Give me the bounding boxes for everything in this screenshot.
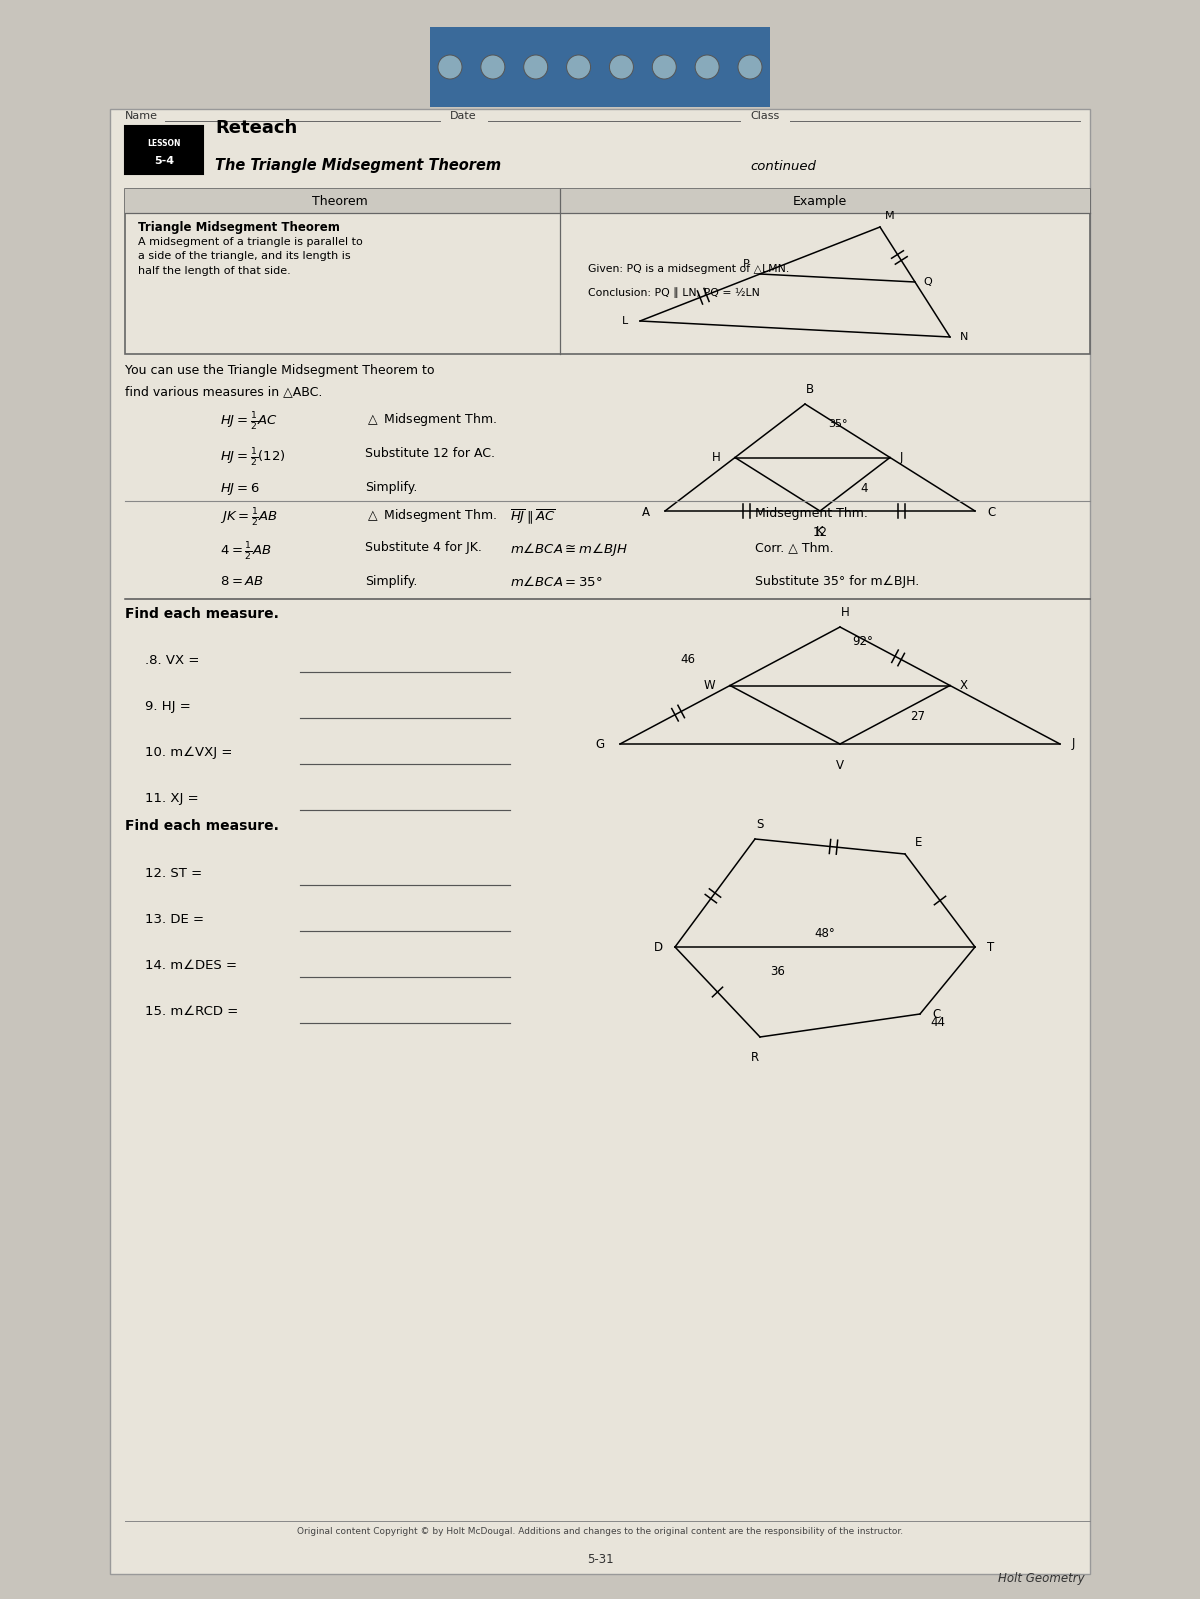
FancyBboxPatch shape [125, 189, 1090, 353]
Text: 5-4: 5-4 [154, 157, 174, 166]
Circle shape [523, 54, 547, 78]
Text: N: N [960, 333, 968, 342]
Text: 14. m∠DES =: 14. m∠DES = [145, 959, 238, 972]
Text: J: J [1072, 737, 1075, 750]
Circle shape [695, 54, 719, 78]
Text: $8 = AB$: $8 = AB$ [220, 576, 264, 588]
Text: 9. HJ =: 9. HJ = [145, 700, 191, 713]
Text: V: V [836, 760, 844, 772]
Text: K: K [816, 524, 824, 537]
Text: Substitute 4 for JK.: Substitute 4 for JK. [365, 540, 482, 553]
Circle shape [481, 54, 505, 78]
Text: W: W [703, 680, 715, 692]
Text: 36: 36 [770, 966, 785, 979]
Text: $4 = \frac{1}{2}AB$: $4 = \frac{1}{2}AB$ [220, 540, 271, 563]
Text: E: E [916, 836, 923, 849]
FancyBboxPatch shape [110, 109, 1090, 1573]
Text: $HJ = 6$: $HJ = 6$ [220, 481, 259, 497]
Text: Simplify.: Simplify. [365, 576, 418, 588]
Text: Conclusion: PQ ∥ LN, PQ = ½LN: Conclusion: PQ ∥ LN, PQ = ½LN [588, 286, 760, 297]
Text: Simplify.: Simplify. [365, 481, 418, 494]
Text: 48°: 48° [815, 927, 835, 940]
Text: Reteach: Reteach [215, 118, 298, 138]
Text: continued: continued [750, 160, 816, 173]
FancyBboxPatch shape [430, 27, 770, 107]
Text: Find each measure.: Find each measure. [125, 608, 278, 620]
Text: Date: Date [450, 110, 476, 122]
Text: Example: Example [793, 195, 847, 208]
Text: L: L [622, 317, 628, 326]
Text: 4: 4 [860, 483, 868, 496]
Text: J: J [900, 451, 904, 464]
Text: Original content Copyright © by Holt McDougal. Additions and changes to the orig: Original content Copyright © by Holt McD… [296, 1527, 904, 1537]
Text: 27: 27 [910, 710, 925, 723]
Text: The Triangle Midsegment Theorem: The Triangle Midsegment Theorem [215, 158, 502, 173]
Text: Theorem: Theorem [312, 195, 368, 208]
Text: H: H [713, 451, 721, 464]
Text: C: C [932, 1007, 941, 1020]
Text: find various measures in △ABC.: find various measures in △ABC. [125, 385, 323, 398]
Text: Holt Geometry: Holt Geometry [998, 1572, 1085, 1585]
Text: 11. XJ =: 11. XJ = [145, 792, 199, 804]
Text: C: C [986, 507, 995, 520]
Text: You can use the Triangle Midsegment Theorem to: You can use the Triangle Midsegment Theo… [125, 365, 434, 377]
Text: $\triangle$ Midsegment Thm.: $\triangle$ Midsegment Thm. [365, 507, 497, 524]
Text: 5-31: 5-31 [587, 1553, 613, 1565]
Circle shape [738, 54, 762, 78]
Text: H: H [841, 606, 850, 619]
Text: Substitute 35° for m∠BJH.: Substitute 35° for m∠BJH. [755, 576, 919, 588]
Text: S: S [756, 819, 763, 831]
Text: A: A [642, 507, 650, 520]
Text: Substitute 12 for AC.: Substitute 12 for AC. [365, 448, 496, 461]
Text: 12: 12 [812, 526, 828, 539]
Text: Corr. △ Thm.: Corr. △ Thm. [755, 540, 834, 553]
Text: 44: 44 [930, 1015, 946, 1028]
Text: X: X [960, 680, 968, 692]
Text: Triangle Midsegment Theorem: Triangle Midsegment Theorem [138, 221, 340, 233]
Text: Find each measure.: Find each measure. [125, 819, 278, 833]
Text: $HJ = \frac{1}{2}AC$: $HJ = \frac{1}{2}AC$ [220, 411, 278, 433]
Text: Midsegment Thm.: Midsegment Thm. [755, 507, 868, 520]
Text: $\triangle$ Midsegment Thm.: $\triangle$ Midsegment Thm. [365, 411, 497, 429]
Text: M: M [886, 211, 895, 221]
Text: 13. DE =: 13. DE = [145, 913, 204, 926]
Text: LESSON: LESSON [148, 139, 181, 147]
Text: $m\angle BCA \cong m\angle BJH$: $m\angle BCA \cong m\angle BJH$ [510, 540, 628, 558]
Text: $\overline{HJ} \parallel \overline{AC}$: $\overline{HJ} \parallel \overline{AC}$ [510, 507, 556, 526]
Text: R: R [751, 1051, 760, 1063]
FancyBboxPatch shape [125, 189, 1090, 213]
Text: A midsegment of a triangle is parallel to
a side of the triangle, and its length: A midsegment of a triangle is parallel t… [138, 237, 362, 275]
Text: $m\angle BCA = 35°$: $m\angle BCA = 35°$ [510, 576, 602, 588]
Text: Q: Q [923, 277, 931, 286]
Text: B: B [806, 384, 814, 397]
Text: 35°: 35° [828, 419, 847, 429]
FancyBboxPatch shape [125, 126, 203, 174]
Text: 12. ST =: 12. ST = [145, 867, 202, 879]
Text: D: D [654, 940, 662, 953]
Circle shape [653, 54, 677, 78]
Text: P: P [743, 259, 750, 269]
Text: 10. m∠VXJ =: 10. m∠VXJ = [145, 747, 233, 760]
Text: T: T [986, 940, 995, 953]
Text: 46: 46 [680, 654, 695, 667]
Text: Name: Name [125, 110, 158, 122]
Text: 15. m∠RCD =: 15. m∠RCD = [145, 1006, 239, 1019]
Text: Given: PQ is a midsegment of △LMN.: Given: PQ is a midsegment of △LMN. [588, 264, 790, 273]
Circle shape [438, 54, 462, 78]
Circle shape [610, 54, 634, 78]
Text: 92°: 92° [852, 635, 872, 648]
Circle shape [566, 54, 590, 78]
Text: Class: Class [750, 110, 779, 122]
Text: $HJ = \frac{1}{2}(12)$: $HJ = \frac{1}{2}(12)$ [220, 448, 286, 469]
Text: .8. VX =: .8. VX = [145, 654, 199, 667]
Text: G: G [596, 737, 605, 750]
Text: $JK = \frac{1}{2}AB$: $JK = \frac{1}{2}AB$ [220, 507, 278, 529]
